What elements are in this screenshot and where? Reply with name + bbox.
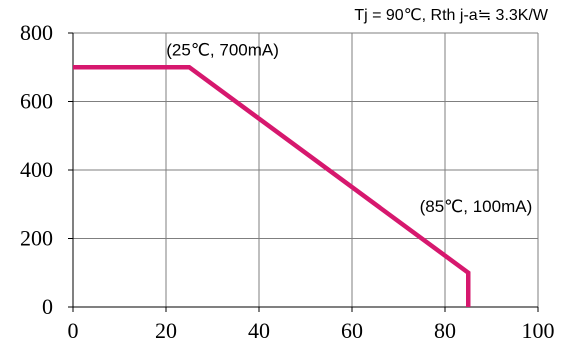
x-tick-label-0: 0 [68, 318, 79, 343]
chart-title: Tj = 90℃, Rth j-a≒ 3.3K/W [354, 7, 549, 24]
series-layer [73, 65, 471, 307]
y-tick-label-0: 0 [42, 294, 53, 319]
x-tick-label-60: 60 [341, 318, 363, 343]
tick-labels: 0 20 40 60 80 100 0 200 400 600 800 [20, 20, 555, 343]
x-tick-label-40: 40 [248, 318, 270, 343]
series-line-0 [73, 65, 471, 307]
x-tick-label-100: 100 [522, 318, 555, 343]
annotation-label-0: (25℃, 700mA) [166, 40, 279, 59]
x-tick-label-20: 20 [155, 318, 177, 343]
annotations: (25℃, 700mA) (85℃, 100mA) [166, 40, 532, 216]
y-tick-label-600: 600 [20, 89, 53, 114]
x-tick-label-80: 80 [434, 318, 456, 343]
grid [73, 33, 538, 307]
y-tick-label-400: 400 [20, 157, 53, 182]
plot-frame [68, 32, 539, 312]
y-tick-label-200: 200 [20, 226, 53, 251]
y-tick-label-800: 800 [20, 20, 53, 45]
annotation-label-1: (85℃, 100mA) [420, 197, 533, 216]
